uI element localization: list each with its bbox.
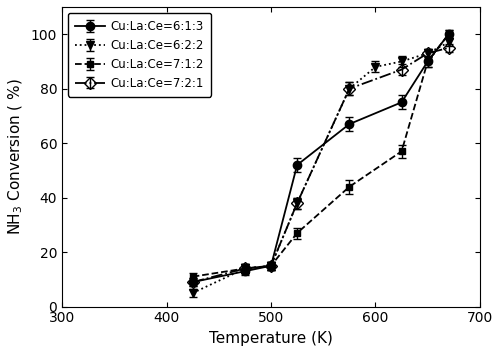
Y-axis label: NH$_3$ Conversion ( %): NH$_3$ Conversion ( %) <box>7 78 26 235</box>
X-axis label: Temperature (K): Temperature (K) <box>209 331 333 346</box>
Legend: Cu:La:Ce=6:1:3, Cu:La:Ce=6:2:2, Cu:La:Ce=7:1:2, Cu:La:Ce=7:2:1: Cu:La:Ce=6:1:3, Cu:La:Ce=6:2:2, Cu:La:Ce… <box>68 13 211 97</box>
